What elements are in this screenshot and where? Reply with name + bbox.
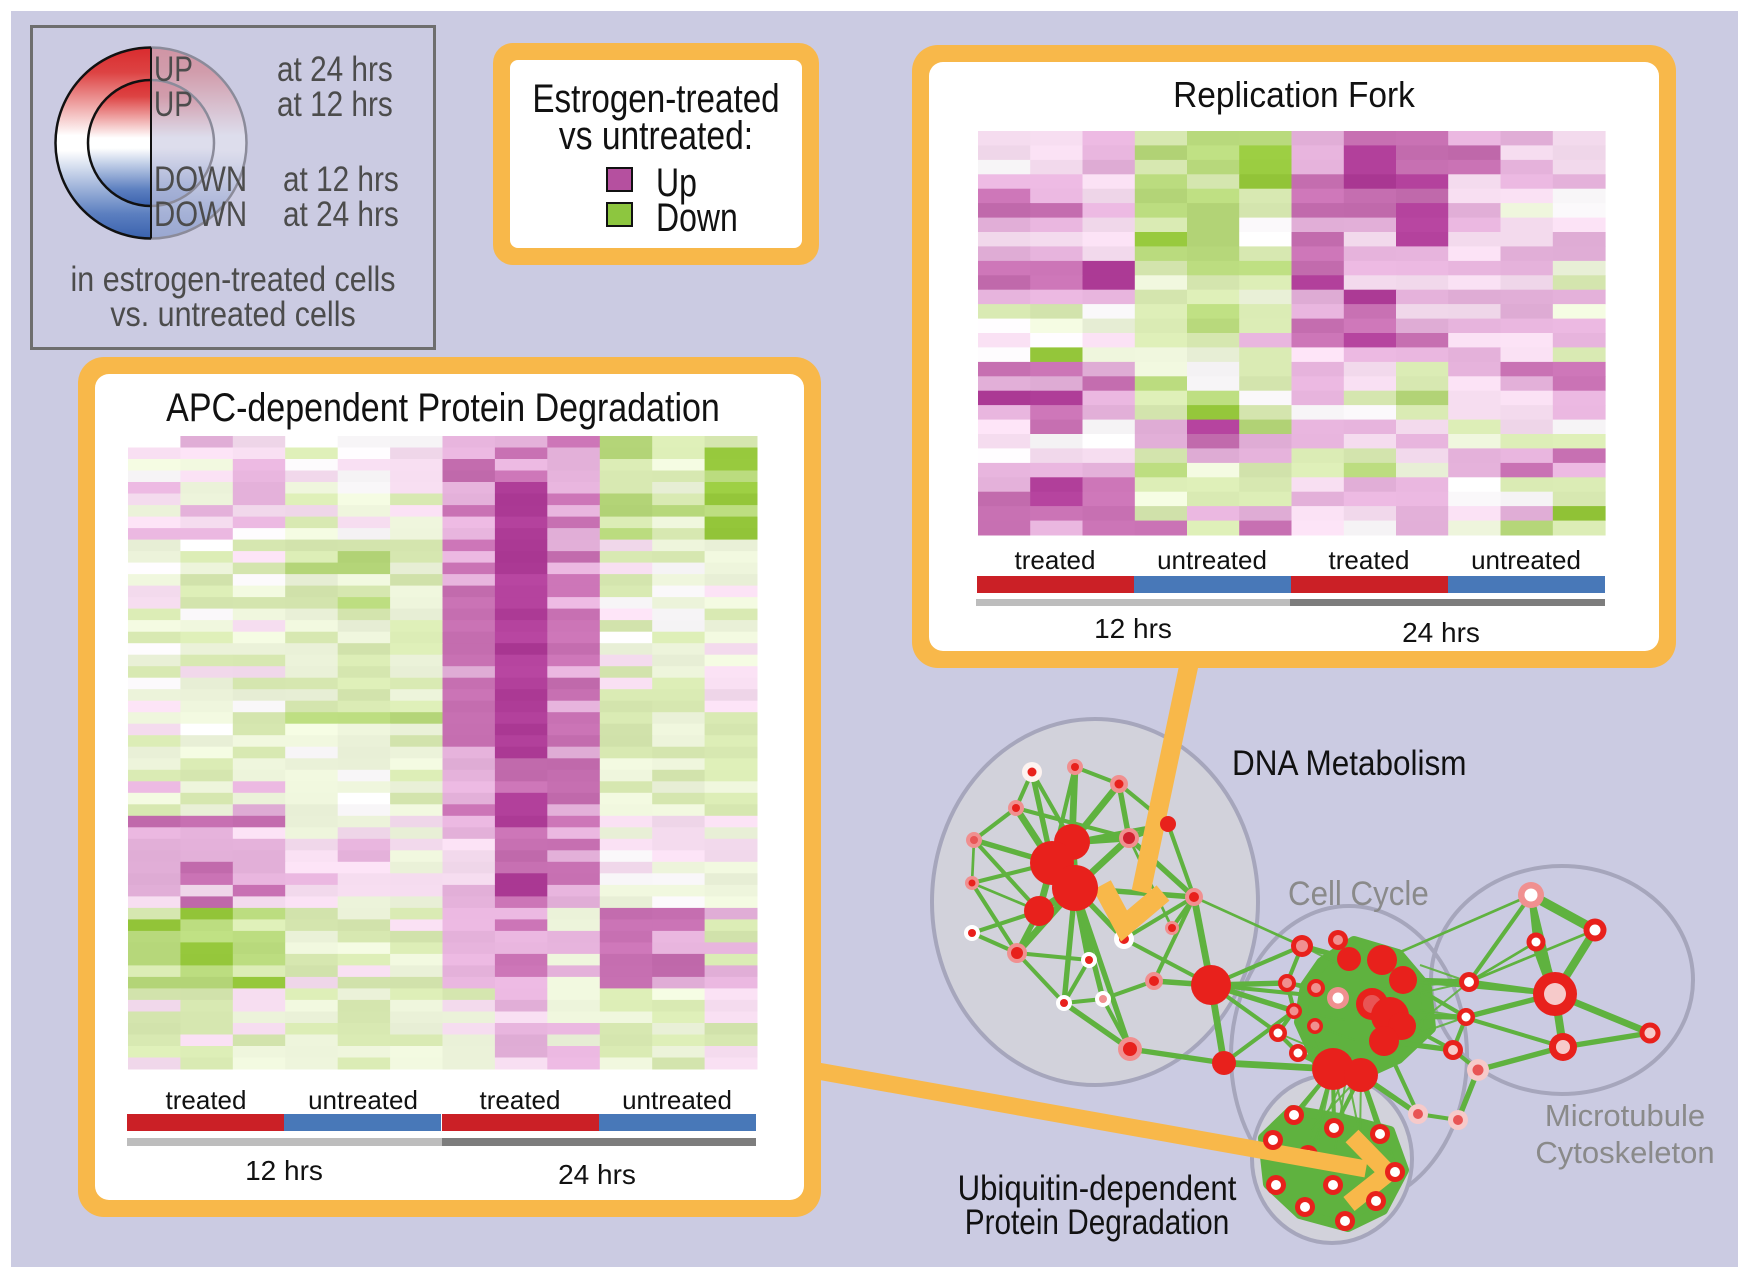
svg-text:Cell Cycle: Cell Cycle xyxy=(1288,874,1429,913)
svg-text:vs. untreated cells: vs. untreated cells xyxy=(110,294,355,333)
svg-text:Cytoskeleton: Cytoskeleton xyxy=(1535,1135,1714,1170)
svg-text:UP: UP xyxy=(154,84,193,124)
svg-text:Microtubule: Microtubule xyxy=(1545,1098,1705,1133)
svg-text:DOWN: DOWN xyxy=(154,160,247,199)
svg-text:UP: UP xyxy=(154,49,193,89)
svg-text:in estrogen-treated cells: in estrogen-treated cells xyxy=(71,259,396,298)
svg-text:Estrogen-treated: Estrogen-treated xyxy=(532,76,779,121)
svg-text:at 24 hrs: at 24 hrs xyxy=(277,50,393,89)
svg-text:Replication Fork: Replication Fork xyxy=(1173,76,1415,115)
svg-text:Ubiquitin-dependent: Ubiquitin-dependent xyxy=(958,1169,1237,1208)
svg-text:DOWN: DOWN xyxy=(154,195,247,234)
svg-text:at 12 hrs: at 12 hrs xyxy=(283,160,399,199)
svg-text:DNA Metabolism: DNA Metabolism xyxy=(1232,745,1466,784)
svg-text:Down: Down xyxy=(656,195,738,240)
svg-text:Protein Degradation: Protein Degradation xyxy=(965,1203,1230,1242)
svg-text:at 24 hrs: at 24 hrs xyxy=(283,195,399,234)
svg-text:at 12 hrs: at 12 hrs xyxy=(277,85,393,124)
svg-text:vs untreated:: vs untreated: xyxy=(559,113,753,157)
svg-text:APC-dependent Protein Degradat: APC-dependent Protein Degradation xyxy=(166,384,720,429)
svg-text:Up: Up xyxy=(656,160,697,205)
